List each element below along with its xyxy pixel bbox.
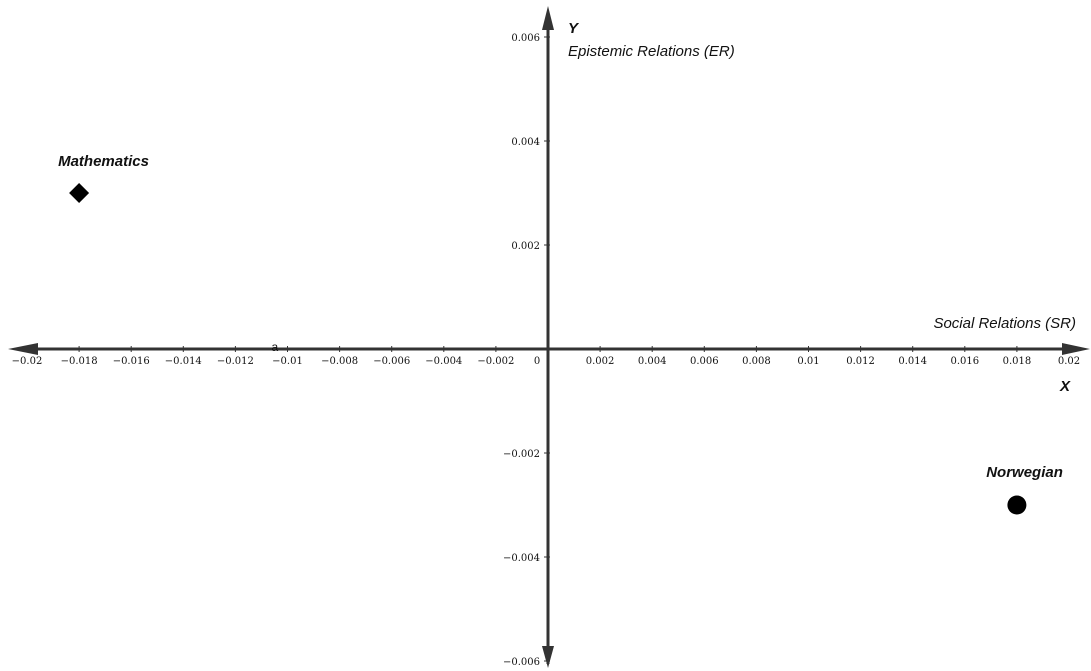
x-tick-label: 0.02 xyxy=(1058,356,1080,367)
x-tick-label: 0.01 xyxy=(797,356,819,367)
x-tick-label: −0.02 xyxy=(12,356,43,367)
x-tick-label: −0.002 xyxy=(477,356,514,367)
mathematics-marker xyxy=(69,183,90,203)
ticks: −0.02 −0.018 −0.016 −0.014 −0.012 −0.01 −0.008… xyxy=(12,33,1080,668)
y-axis-letter: Y xyxy=(568,20,580,37)
x-tick-label: 0.004 xyxy=(638,356,667,367)
annotation-label: a xyxy=(271,340,278,354)
x-axis-title: Social Relations (SR) xyxy=(933,315,1076,332)
y-axis-arrow-top xyxy=(542,6,554,30)
x-tick-label: −0.012 xyxy=(217,356,254,367)
x-axis-arrow-right xyxy=(1062,343,1090,355)
x-tick-label: 0.006 xyxy=(690,356,719,367)
y-tick-label: 0.004 xyxy=(511,137,540,148)
y-axis-arrow-bottom xyxy=(542,646,554,668)
x-tick-label: 0.002 xyxy=(586,356,615,367)
x-tick-label: 0 xyxy=(534,356,540,367)
x-tick-label: −0.018 xyxy=(61,356,98,367)
x-tick-label: −0.006 xyxy=(373,356,410,367)
y-tick-label: −0.006 xyxy=(503,657,540,668)
norwegian-marker xyxy=(1007,495,1027,515)
x-tick-label: −0.004 xyxy=(425,356,462,367)
mathematics-label: Mathematics xyxy=(58,153,149,170)
x-tick-label: −0.01 xyxy=(272,356,303,367)
x-axis-letter: X xyxy=(1059,378,1071,395)
x-tick-label: 0.012 xyxy=(846,356,875,367)
y-tick-label: −0.002 xyxy=(503,449,540,460)
x-tick-label: −0.008 xyxy=(321,356,358,367)
y-tick-label: −0.004 xyxy=(503,553,540,564)
x-tick-label: 0.008 xyxy=(742,356,771,367)
x-tick-label: −0.016 xyxy=(113,356,150,367)
axes xyxy=(8,6,1090,668)
y-axis-title: Epistemic Relations (ER) xyxy=(568,43,735,60)
axis-labels: Y Epistemic Relations (ER) Social Relati… xyxy=(271,20,1076,395)
x-axis-arrow-left xyxy=(8,343,38,355)
x-tick-label: 0.016 xyxy=(950,356,979,367)
y-tick-label: 0.006 xyxy=(511,33,540,44)
x-tick-label: 0.018 xyxy=(1003,356,1032,367)
norwegian-label: Norwegian xyxy=(986,464,1063,481)
data-points: Mathematics Norwegian xyxy=(58,153,1063,515)
x-tick-label: 0.014 xyxy=(898,356,927,367)
x-tick-label: −0.014 xyxy=(165,356,202,367)
y-tick-label: 0.002 xyxy=(511,241,540,252)
